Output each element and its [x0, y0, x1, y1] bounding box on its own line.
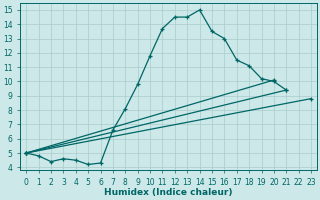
X-axis label: Humidex (Indice chaleur): Humidex (Indice chaleur): [104, 188, 233, 197]
